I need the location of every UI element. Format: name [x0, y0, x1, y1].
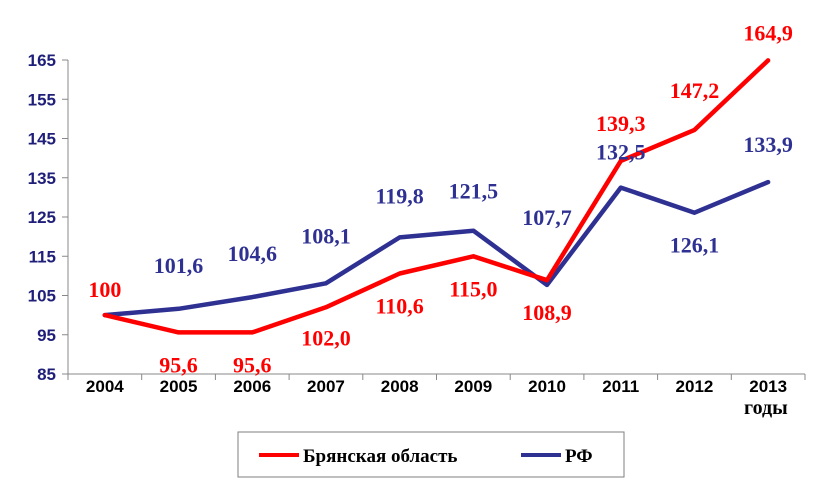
data-label-bryansk: 139,3 — [596, 111, 646, 136]
x-tick-label: 2010 — [528, 377, 566, 396]
data-label-bryansk: 108,9 — [522, 300, 572, 325]
data-label-rf: 107,7 — [522, 205, 572, 230]
data-label-rf: 126,1 — [670, 233, 720, 258]
x-axis-unit-label: годы — [744, 397, 788, 419]
data-label-bryansk: 147,2 — [670, 78, 720, 103]
data-label-bryansk: 95,6 — [233, 352, 272, 377]
data-label-rf: 108,1 — [301, 223, 351, 248]
data-label-rf: 119,8 — [376, 183, 424, 208]
y-tick-label: 155 — [28, 90, 56, 109]
x-tick-label: 2011 — [602, 377, 639, 396]
data-label-bryansk: 115,0 — [449, 276, 497, 301]
x-tick-label: 2012 — [676, 377, 714, 396]
data-label-rf: 121,5 — [449, 179, 499, 204]
y-tick-label: 95 — [37, 326, 56, 345]
x-tick-label: 2006 — [233, 377, 271, 396]
y-tick-label: 125 — [28, 208, 56, 227]
data-label-bryansk: 164,9 — [743, 20, 793, 45]
series-lines — [102, 58, 771, 335]
legend: Брянская область РФ — [237, 431, 625, 478]
y-tick-label: 105 — [28, 287, 56, 306]
x-tick-label: 2004 — [86, 377, 124, 396]
x-tick-label: 2013 — [749, 377, 787, 396]
data-labels: 100 95,6 95,6 102,0 110,6 115,0 108,9 139,3 147,… — [88, 20, 793, 377]
axes — [67, 60, 805, 375]
data-label-bryansk: 95,6 — [159, 352, 198, 377]
y-tick-label: 135 — [28, 169, 56, 188]
legend-label-bryansk: Брянская область — [303, 446, 457, 467]
series-line-rf — [102, 179, 771, 318]
data-label-rf: 104,6 — [228, 241, 278, 266]
data-label-bryansk: 102,0 — [301, 325, 351, 350]
data-label-rf: 132,5 — [596, 140, 646, 165]
x-tick-label: 2007 — [307, 377, 345, 396]
x-tick-label: 2008 — [381, 377, 419, 396]
y-tick-label: 115 — [29, 247, 56, 266]
x-tick-label: 2005 — [160, 377, 198, 396]
y-tick-label: 85 — [37, 365, 56, 384]
series-line-bryansk — [102, 58, 771, 335]
x-tick-label: 2009 — [454, 377, 492, 396]
data-label-bryansk: 100 — [88, 277, 121, 302]
x-tick-labels: 2004 2005 2006 2007 2008 2009 2010 2011 2012 2013 — [67, 374, 806, 396]
data-label-rf: 133,9 — [743, 132, 793, 157]
data-label-bryansk: 110,6 — [376, 294, 424, 319]
y-tick-label: 145 — [28, 130, 56, 149]
y-tick-labels: 85 95 105 115 125 135 145 155 165 — [28, 51, 68, 384]
legend-label-rf: РФ — [565, 446, 593, 467]
y-tick-label: 165 — [28, 51, 56, 70]
data-label-rf: 101,6 — [154, 253, 204, 278]
